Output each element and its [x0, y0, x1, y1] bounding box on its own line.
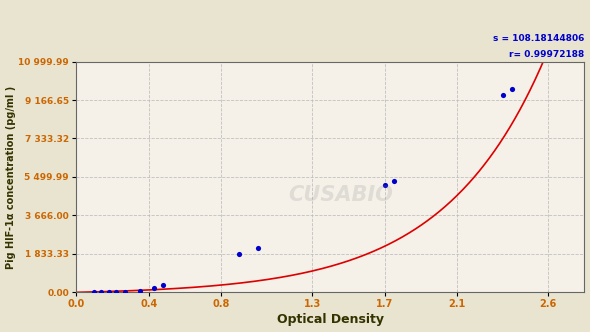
- Point: [120, 289, 130, 294]
- Point: [112, 290, 121, 295]
- X-axis label: Optical Density: Optical Density: [277, 313, 384, 326]
- Point: [159, 282, 168, 288]
- Point: [97, 290, 106, 295]
- Point: [498, 93, 507, 98]
- Point: [507, 86, 516, 92]
- Point: [149, 286, 159, 291]
- Point: [90, 290, 99, 295]
- Text: s = 108.18144806: s = 108.18144806: [493, 34, 585, 43]
- Text: CUSABIO: CUSABIO: [288, 185, 393, 206]
- Point: [235, 251, 244, 257]
- Point: [389, 179, 398, 184]
- Point: [253, 246, 263, 251]
- Y-axis label: Pig HIF-1α concentration (pg/ml ): Pig HIF-1α concentration (pg/ml ): [5, 85, 15, 269]
- Text: r= 0.99972188: r= 0.99972188: [509, 50, 585, 59]
- Point: [104, 290, 113, 295]
- Point: [380, 183, 389, 188]
- Point: [135, 289, 145, 294]
